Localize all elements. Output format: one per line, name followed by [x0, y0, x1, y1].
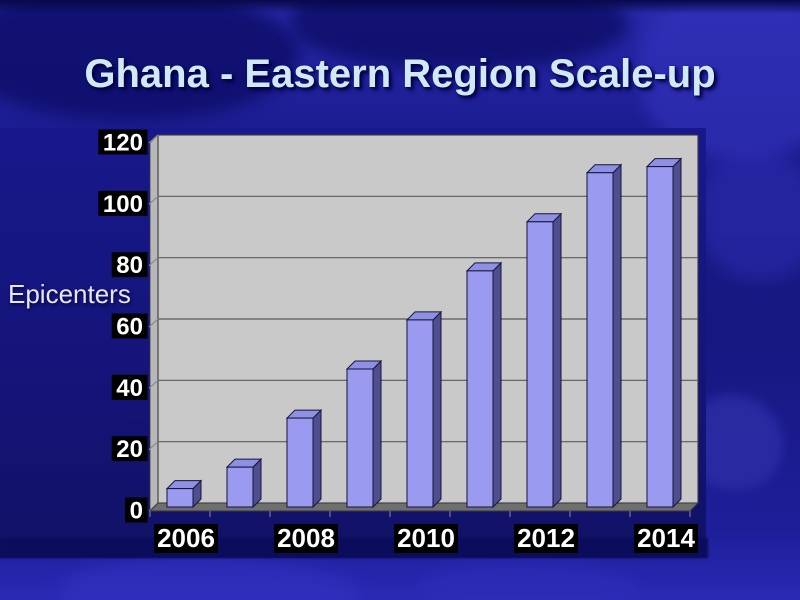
bar-2010 — [405, 310, 443, 509]
y-axis-label: 60 — [111, 313, 148, 341]
bar-2014 — [645, 157, 683, 509]
y-axis-label: 80 — [111, 252, 148, 279]
x-axis-label-text: 2010 — [397, 523, 455, 553]
bar-front-face — [526, 221, 554, 508]
bar-front-face — [646, 166, 674, 508]
bar-side-face — [552, 212, 562, 509]
bar-side-face — [432, 310, 442, 509]
bar-2007 — [225, 457, 263, 509]
y-axis-label: 0 — [125, 497, 148, 525]
y-axis-tick — [148, 195, 159, 205]
bar-2012 — [525, 212, 563, 509]
x-axis-label: 2014 — [634, 523, 698, 553]
bar-front-face — [466, 270, 494, 508]
y-axis-label-bg — [111, 313, 148, 339]
bar-2013 — [585, 163, 623, 509]
bar-front-face — [346, 368, 374, 508]
bar-2008 — [285, 408, 323, 509]
y-axis-label: 20 — [111, 436, 148, 463]
y-axis-label-bg — [125, 497, 148, 523]
y-axis-tick — [148, 257, 159, 267]
x-axis-label-bg — [154, 524, 218, 553]
y-axis-label-bg — [98, 190, 148, 216]
x-axis-label: 2006 — [154, 523, 218, 553]
bar-front-face — [226, 466, 254, 508]
bar-front-face — [166, 488, 194, 508]
x-axis-label: 2012 — [514, 523, 578, 553]
y-axis-label-bg — [98, 129, 148, 155]
y-axis-label-bg — [111, 436, 148, 462]
y-axis-label-text: 20 — [116, 436, 143, 463]
map-ocean-streak-right — [700, 150, 800, 280]
y-axis-label-text: 80 — [116, 252, 143, 279]
bar-side-face — [312, 408, 322, 509]
y-axis-tick — [148, 318, 159, 328]
x-axis-label-text: 2008 — [277, 523, 335, 553]
bar-side-face — [612, 163, 622, 509]
y-axis-label: 100 — [98, 190, 148, 218]
bar-2011 — [465, 261, 503, 509]
y-axis-label: 120 — [98, 129, 148, 157]
bar-front-face — [286, 417, 314, 508]
bar-side-face — [672, 157, 682, 509]
y-axis-label-text: 60 — [116, 314, 143, 341]
x-axis-label-bg — [514, 524, 578, 553]
bar-side-face — [492, 261, 502, 509]
bar-2009 — [345, 359, 383, 509]
bar-2006 — [165, 479, 203, 509]
bar-front-face — [406, 319, 434, 508]
y-axis-tick — [148, 134, 159, 144]
y-axis-label: 40 — [111, 374, 148, 402]
y-axis-label-bg — [111, 252, 148, 278]
x-axis-label-text: 2006 — [157, 523, 215, 553]
x-axis-label-text: 2012 — [517, 523, 575, 553]
slide-title: Ghana - Eastern Region Scale-up — [84, 52, 716, 96]
y-axis-title: Epicenters — [8, 279, 131, 309]
y-axis-tick — [148, 441, 159, 451]
x-axis-label: 2008 — [274, 523, 338, 553]
x-axis-label-bg — [634, 524, 698, 553]
map-landmass-north-america — [0, 0, 300, 120]
y-axis-label-text: 40 — [116, 375, 143, 402]
x-axis-label-bg — [394, 524, 458, 553]
bar-side-face — [372, 359, 382, 509]
y-axis-label-text: 0 — [130, 498, 143, 525]
y-axis-label-text: 100 — [103, 191, 143, 218]
bar-front-face — [586, 172, 614, 508]
x-axis-label: 2010 — [394, 523, 458, 553]
y-axis-label-bg — [111, 374, 148, 400]
slide-top-edge-shadow — [0, 0, 800, 14]
y-axis-tick — [148, 379, 159, 389]
y-axis-label-text: 120 — [103, 130, 143, 157]
x-axis-label-text: 2014 — [637, 523, 695, 553]
x-axis-label-bg — [274, 524, 338, 553]
